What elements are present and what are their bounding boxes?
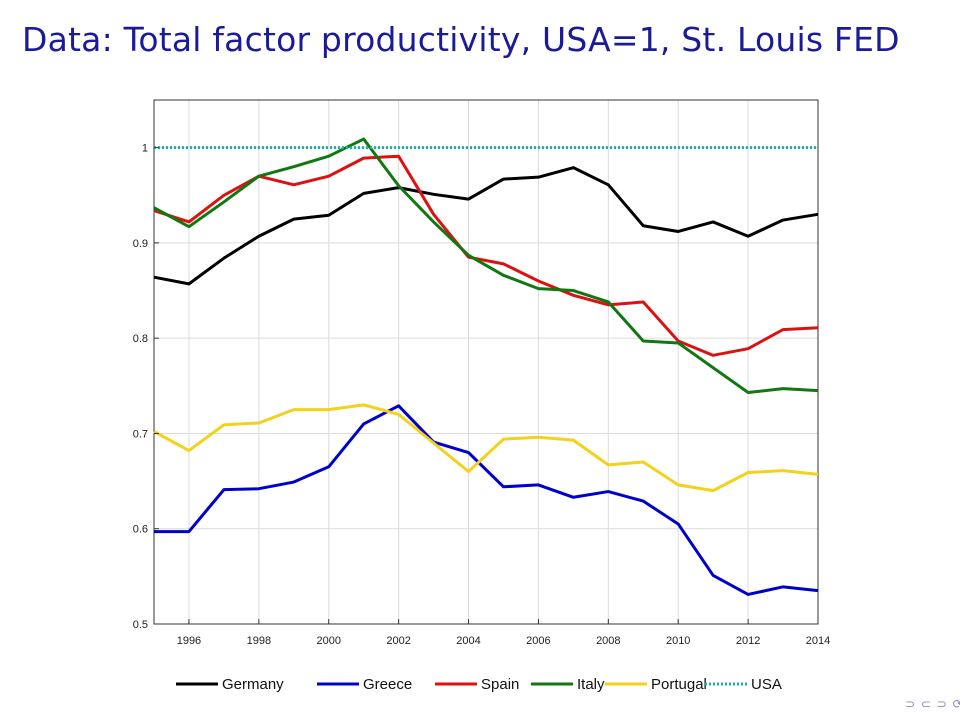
plot-frame — [153, 99, 819, 625]
tick-labels: 1996 1998 2000 2002 2004 2006 2008 2010 2012 2014… — [133, 143, 831, 647]
legend: Germany Greece Spain Italy Portugal USA — [176, 676, 782, 693]
x-tick-label: 2004 — [456, 635, 480, 647]
x-tick-label: 2006 — [526, 635, 550, 647]
x-tick-label: 2008 — [596, 635, 620, 647]
series-line-germany — [153, 166, 819, 286]
series-line-portugal — [153, 403, 819, 493]
x-tick-label: 2000 — [316, 635, 340, 647]
y-tick-label: 0.8 — [133, 333, 148, 345]
y-tick-label: 0.6 — [133, 524, 148, 536]
slide-navigation-icons[interactable]: ⊃ ⊂ ⊃ ⟳ — [905, 697, 960, 711]
y-tick-label: 0.9 — [133, 238, 148, 250]
legend-label-greece: Greece — [363, 676, 412, 693]
x-tick-label: 2014 — [806, 635, 830, 647]
y-tick-label: 0.7 — [133, 428, 148, 440]
legend-label-usa: USA — [751, 676, 782, 693]
y-tick-label: 0.5 — [133, 619, 148, 631]
x-tick-label: 1996 — [177, 635, 201, 647]
x-tick-label: 2002 — [386, 635, 410, 647]
series-line-italy — [153, 137, 819, 394]
series-group — [153, 137, 819, 596]
legend-label-spain: Spain — [481, 676, 519, 693]
slide-title: Data: Total factor productivity, USA=1, … — [22, 20, 900, 59]
x-tick-label: 2010 — [666, 635, 690, 647]
legend-label-italy: Italy — [577, 676, 605, 693]
y-tick-label: 1 — [142, 143, 148, 155]
series-line-spain — [153, 154, 819, 357]
legend-label-portugal: Portugal — [651, 676, 707, 693]
legend-label-germany: Germany — [222, 676, 284, 693]
x-tick-label: 2012 — [736, 635, 760, 647]
series-line-greece — [154, 404, 819, 596]
x-tick-label: 1998 — [247, 635, 271, 647]
